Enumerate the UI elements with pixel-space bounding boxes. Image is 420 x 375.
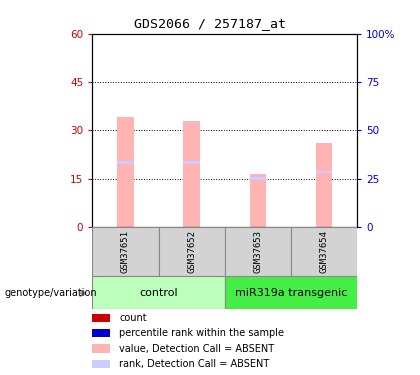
Bar [117, 161, 134, 164]
Text: GSM37651: GSM37651 [121, 230, 130, 273]
Bar [184, 121, 200, 227]
Bar [249, 177, 266, 180]
Bar [117, 117, 134, 227]
Text: GDS2066 / 257187_at: GDS2066 / 257187_at [134, 17, 286, 30]
Bar [92, 276, 225, 309]
Bar [92, 227, 159, 276]
Bar [316, 171, 332, 174]
Text: rank, Detection Call = ABSENT: rank, Detection Call = ABSENT [119, 359, 269, 369]
Text: percentile rank within the sample: percentile rank within the sample [119, 328, 284, 338]
Bar [184, 161, 200, 164]
Bar [316, 143, 332, 227]
Bar [291, 227, 357, 276]
Bar [92, 329, 110, 338]
Bar [92, 314, 110, 322]
Text: miR319a transgenic: miR319a transgenic [235, 288, 347, 297]
Bar [225, 276, 357, 309]
Bar [159, 227, 225, 276]
Bar [92, 360, 110, 368]
Text: GSM37653: GSM37653 [253, 230, 262, 273]
Text: value, Detection Call = ABSENT: value, Detection Call = ABSENT [119, 344, 274, 354]
Bar [225, 227, 291, 276]
Text: genotype/variation: genotype/variation [4, 288, 97, 298]
Text: count: count [119, 313, 147, 323]
Text: GSM37652: GSM37652 [187, 230, 196, 273]
Bar [92, 344, 110, 352]
Bar [249, 174, 266, 227]
Text: control: control [139, 288, 178, 297]
Text: GSM37654: GSM37654 [320, 230, 328, 273]
